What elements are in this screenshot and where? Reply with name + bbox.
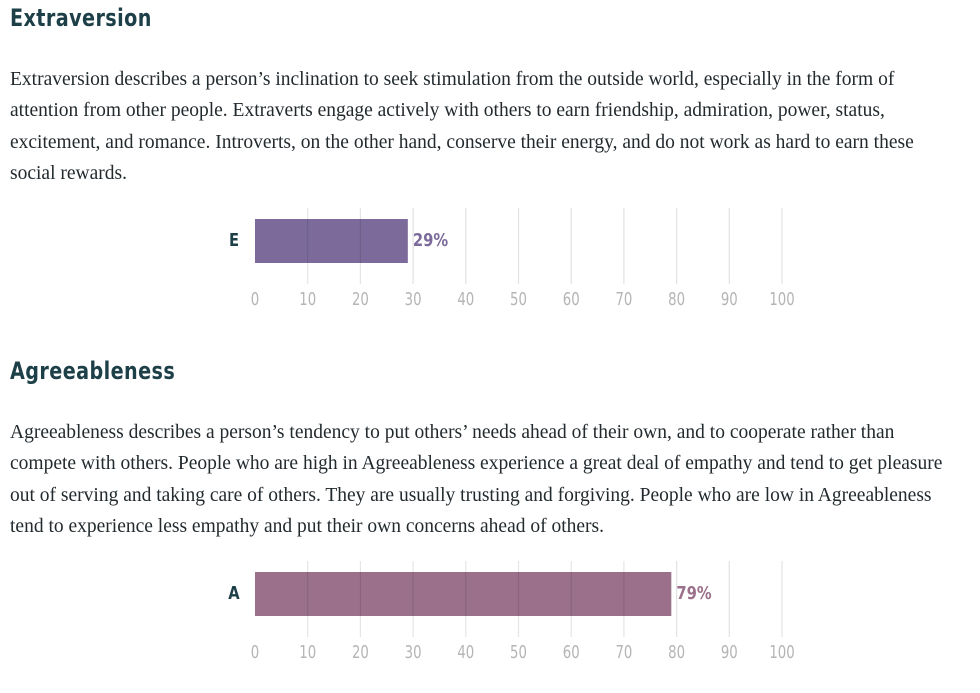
tick-label-90: 90	[721, 642, 738, 663]
agreeableness-title: Agreeableness	[10, 357, 176, 385]
extraversion-description: Extraversion describes a person’s inclin…	[10, 69, 914, 184]
tick-label-40: 40	[457, 289, 474, 310]
tick-label-90: 90	[721, 289, 738, 310]
tick-label-20: 20	[352, 642, 369, 663]
tick-label-0: 0	[251, 289, 259, 310]
tick-label-80: 80	[668, 289, 685, 310]
tick-label-100: 100	[769, 289, 794, 310]
value-label: 29%	[413, 230, 448, 251]
tick-label-0: 0	[251, 642, 259, 663]
tick-label-60: 60	[563, 289, 580, 310]
extraversion-title: Extraversion	[10, 4, 152, 32]
agreeableness-chart: 0 10 20 30 40 50 60 70 80 90 100 A 79%	[220, 561, 820, 671]
tick-label-80: 80	[668, 642, 685, 663]
category-label-a: A	[228, 583, 240, 604]
tick-label-30: 30	[405, 642, 422, 663]
value-label: 79%	[676, 583, 711, 604]
agreeableness-description: Agreeableness describes a person’s tende…	[10, 422, 943, 537]
chart-svg: 0 10 20 30 40 50 60 70 80 90 100 E 29%	[229, 208, 795, 310]
tick-label-40: 40	[457, 642, 474, 663]
tick-label-30: 30	[405, 289, 422, 310]
bar-e	[255, 219, 408, 263]
tick-label-100: 100	[769, 642, 794, 663]
tick-label-10: 10	[299, 642, 316, 663]
tick-label-50: 50	[510, 289, 527, 310]
tick-label-70: 70	[615, 642, 632, 663]
category-label-e: E	[229, 230, 239, 251]
tick-label-50: 50	[510, 642, 527, 663]
tick-label-60: 60	[563, 642, 580, 663]
tick-label-20: 20	[352, 289, 369, 310]
extraversion-chart: 0 10 20 30 40 50 60 70 80 90 100 E 29%	[220, 208, 820, 318]
tick-label-10: 10	[299, 289, 316, 310]
chart-svg: 0 10 20 30 40 50 60 70 80 90 100 A 79%	[228, 561, 795, 663]
tick-label-70: 70	[615, 289, 632, 310]
bar-a	[255, 572, 672, 616]
